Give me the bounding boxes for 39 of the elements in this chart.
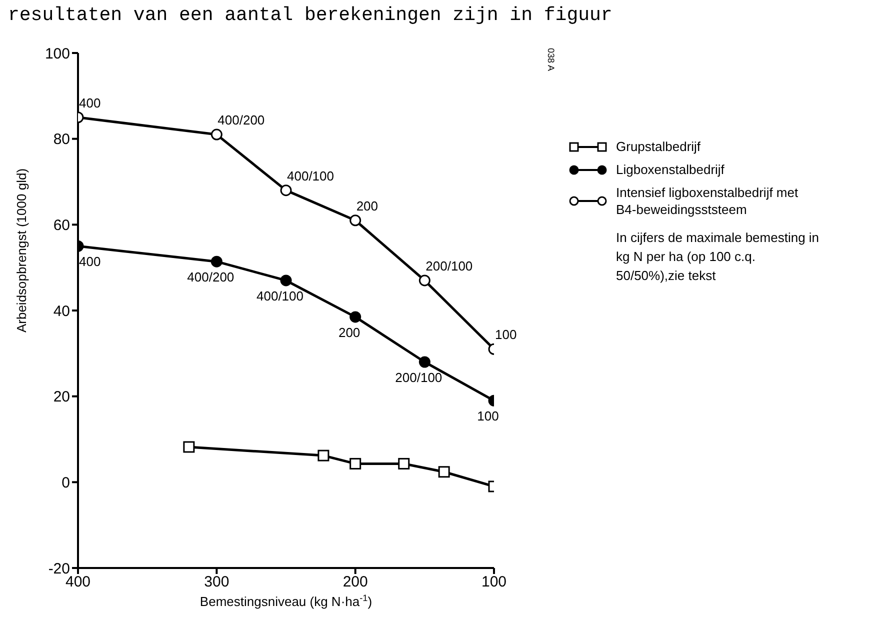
point <box>398 458 410 470</box>
annotation: 200/100 <box>426 258 473 274</box>
text: 038 A <box>546 48 556 72</box>
y-tick-label: 80 <box>53 131 70 148</box>
point <box>418 274 430 286</box>
y-tick-label: 20 <box>53 388 70 406</box>
x-tick-label: 100 <box>481 574 507 591</box>
text: resultaten van een aantal berekeningen zijn in figuur <box>8 4 612 26</box>
annotation: 100 <box>477 408 499 424</box>
y-tick-label: 60 <box>53 216 70 234</box>
legend-label: Intensief ligboxenstalbedrijf met B4-beweidingsststeem <box>616 184 800 218</box>
annotation: 400/200 <box>218 112 265 128</box>
point <box>438 466 450 478</box>
point <box>350 311 362 323</box>
legend-label: Ligboxenstalbedrijf <box>616 161 726 178</box>
annotation: 200 <box>338 324 360 340</box>
annotation: 400 <box>79 95 101 110</box>
point <box>350 458 362 470</box>
annotation: 200/100 <box>395 370 442 385</box>
point <box>350 214 362 226</box>
point <box>280 184 292 196</box>
annotation: 400/200 <box>187 270 234 285</box>
y-tick-label: 40 <box>53 302 70 320</box>
annotation: 100 <box>495 327 517 342</box>
annotation: 400/100 <box>256 288 304 304</box>
x-tick-label: 200 <box>342 574 368 591</box>
annotation: 200 <box>356 198 378 214</box>
legend-label: Grupstalbedrijf <box>616 138 702 155</box>
annotation: 400 <box>79 254 101 270</box>
x-axis-title: Bemestingsniveau (kg N·ha$^{-1}$) <box>200 593 372 609</box>
y-axis-title: Arbeidsopbrengst (1000 gld) <box>14 168 29 333</box>
x-tick-label: 300 <box>204 574 230 591</box>
text: In cijfers de maximale bemesting in kg N per ha (op 100 c.q. 50/50%),zie tekst <box>616 229 820 285</box>
point <box>280 274 292 286</box>
annotation: 400/100 <box>287 168 334 184</box>
y-tick-label: 100 <box>44 45 70 62</box>
y-tick-label: 0 <box>62 474 70 492</box>
point <box>318 450 330 462</box>
point <box>418 356 430 368</box>
